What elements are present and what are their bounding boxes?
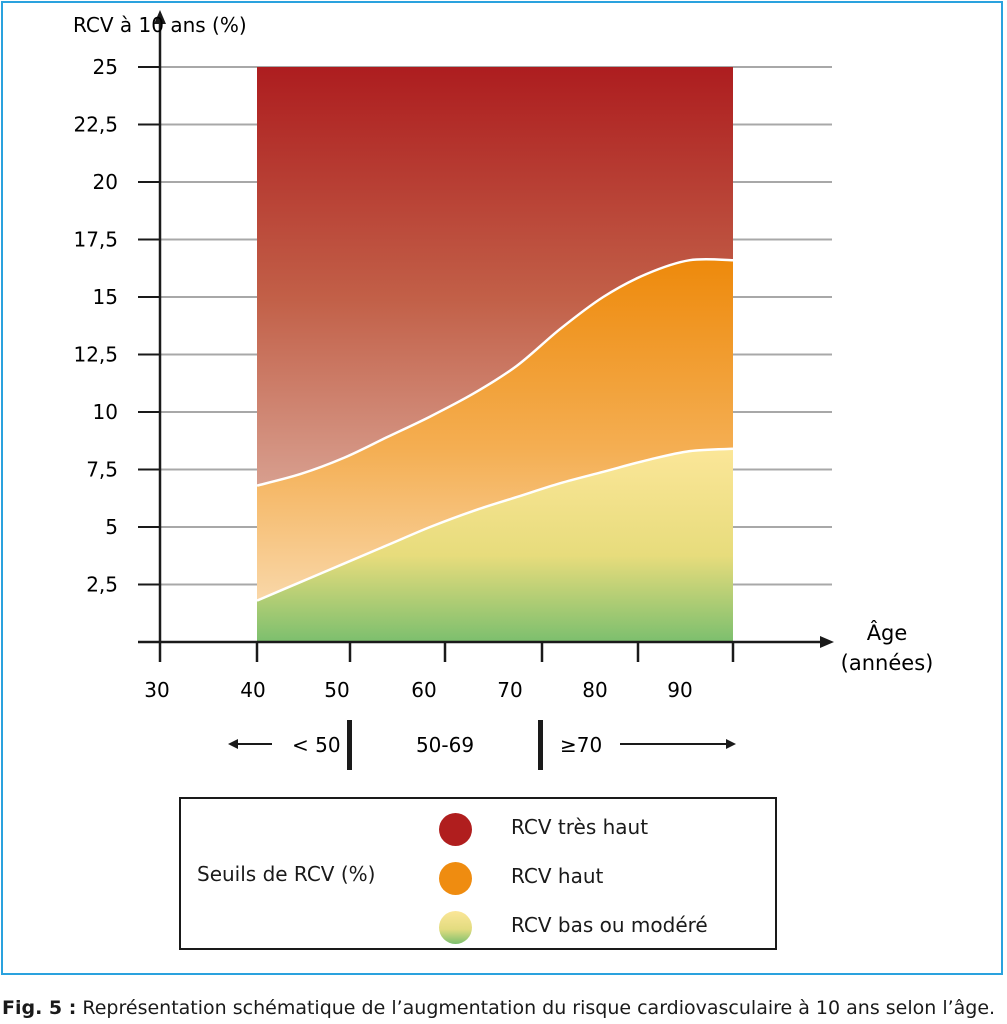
area-low-risk [257,448,733,642]
risk-chart: 25 22,5 20 17,5 15 12,5 10 7,5 5 2,5 30 40 50 60 70 80 9… [73,10,934,770]
age-group-70-plus: ≥70 [560,733,602,757]
age-group-under-50: < 50 [292,733,341,757]
group-divider [347,720,352,770]
x-tick-label: 60 [411,678,436,702]
risk-areas [256,67,734,642]
yellow-green-circle-icon [439,911,472,944]
orange-circle-icon [439,862,472,895]
legend-item-high: RCV haut [439,856,759,896]
figure-frame [1,1,1003,975]
x-axis-label-unit: (années) [841,651,934,675]
group-divider [538,720,543,770]
red-circle-icon [439,813,472,846]
threshold-line-low [256,447,734,602]
caption-prefix: Fig. 5 : [2,997,77,1019]
legend: Seuils de RCV (%) RCV très haut RCV haut… [179,797,777,950]
area-high-risk [257,259,733,601]
y-tick-label: 20 [93,170,118,194]
y-tick-label: 25 [93,55,118,79]
y-tick-label: 12,5 [73,343,118,367]
x-axis-label: Âge [867,620,908,645]
y-tick-label: 2,5 [86,573,118,597]
age-groups: < 50 50-69 ≥70 [228,720,736,770]
legend-item-very-high: RCV très haut [439,807,759,847]
age-group-50-69: 50-69 [416,733,474,757]
x-axis-arrow-icon [820,636,834,648]
area-very-high-risk [257,67,733,486]
legend-title: Seuils de RCV (%) [197,862,376,886]
x-tick-label: 50 [324,678,349,702]
legend-item-low: RCV bas ou modéré [439,905,759,945]
left-arrow-head-icon [228,739,238,749]
caption-text: Représentation schématique de l’augmenta… [76,997,996,1019]
threshold-line-high [256,257,734,487]
y-axis-arrow-icon [154,10,166,24]
x-tick-label: 90 [667,678,692,702]
y-tick-label: 7,5 [86,458,118,482]
y-axis-label: RCV à 10 ans (%) [73,13,247,37]
y-tick-label: 15 [93,285,118,309]
legend-label: RCV bas ou modéré [511,913,708,937]
figure-caption: Fig. 5 : Représentation schématique de l… [2,997,995,1019]
y-tick-label: 10 [93,400,118,424]
y-tick-label: 22,5 [73,113,118,137]
x-tick-label: 40 [240,678,265,702]
x-tick-label: 80 [582,678,607,702]
y-tick-label: 17,5 [73,228,118,252]
x-tick-label: 30 [144,678,169,702]
legend-label: RCV très haut [511,815,649,839]
x-tick-label: 70 [497,678,522,702]
y-tick-label: 5 [105,515,118,539]
right-arrow-head-icon [726,739,736,749]
legend-label: RCV haut [511,864,604,888]
axes: 25 22,5 20 17,5 15 12,5 10 7,5 5 2,5 30 40 50 60 70 80 9… [73,10,834,702]
